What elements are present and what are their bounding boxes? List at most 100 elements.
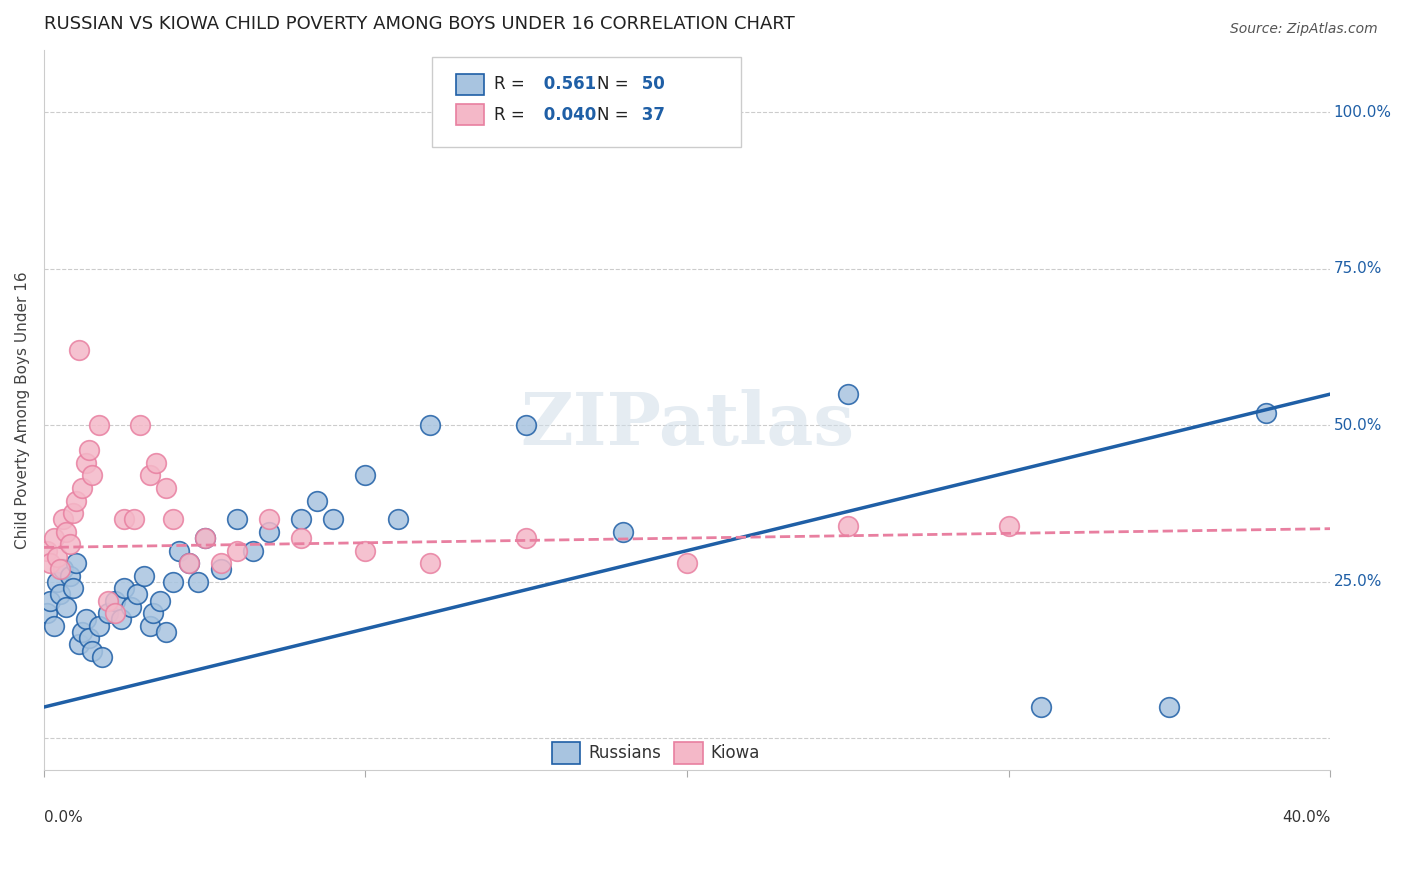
Point (837, 387, 859, 401)
Point (104, 606, 127, 620)
Point (225, 543, 247, 558)
Point (167, 543, 190, 558)
Point (997, 518, 1019, 533)
Point (90, 650, 112, 665)
Point (612, 524, 634, 539)
Point (97, 593, 120, 607)
Point (676, 556, 699, 570)
Point (354, 468, 377, 483)
Text: 50: 50 (636, 76, 665, 94)
Point (39, 593, 62, 607)
Y-axis label: Child Poverty Among Boys Under 16: Child Poverty Among Boys Under 16 (15, 271, 30, 549)
Point (419, 418, 441, 433)
Point (49, 587, 72, 601)
Point (419, 556, 441, 570)
FancyBboxPatch shape (675, 742, 703, 764)
Point (122, 512, 145, 526)
Point (45, 574, 67, 589)
Point (242, 543, 264, 558)
Point (87, 418, 110, 433)
Point (110, 612, 132, 626)
Point (65, 493, 87, 508)
Point (162, 512, 184, 526)
Text: R =: R = (494, 76, 524, 94)
Point (155, 481, 177, 495)
Point (155, 624, 177, 639)
Point (1029, 700, 1052, 714)
Point (52, 512, 75, 526)
Point (67, 343, 90, 358)
Text: R =: R = (494, 105, 524, 124)
Text: Source: ZipAtlas.com: Source: ZipAtlas.com (1230, 22, 1378, 37)
Point (59, 568, 82, 582)
Point (177, 556, 200, 570)
Point (42, 618, 65, 632)
Point (87, 618, 110, 632)
FancyBboxPatch shape (553, 742, 581, 764)
Text: 0.040: 0.040 (538, 105, 596, 124)
Text: RUSSIAN VS KIOWA CHILD POVERTY AMONG BOYS UNDER 16 CORRELATION CHART: RUSSIAN VS KIOWA CHILD POVERTY AMONG BOY… (44, 15, 794, 33)
Point (139, 618, 162, 632)
Text: ZIPatlas: ZIPatlas (520, 389, 853, 459)
Point (82, 644, 104, 658)
Point (676, 105, 699, 120)
Point (72, 624, 94, 639)
Point (515, 418, 537, 433)
Point (515, 531, 537, 545)
Point (112, 512, 135, 526)
Point (162, 574, 184, 589)
Point (45, 549, 67, 564)
Point (1254, 406, 1277, 420)
Point (387, 512, 409, 526)
Text: 0.561: 0.561 (538, 76, 596, 94)
Point (1159, 700, 1181, 714)
FancyBboxPatch shape (433, 57, 741, 147)
Point (322, 512, 344, 526)
Point (112, 581, 135, 595)
Text: 50.0%: 50.0% (1333, 417, 1382, 433)
FancyBboxPatch shape (456, 73, 484, 95)
Point (39, 556, 62, 570)
Point (139, 468, 162, 483)
Point (55, 599, 77, 614)
Point (65, 556, 87, 570)
Point (104, 593, 127, 607)
Text: Kiowa: Kiowa (710, 744, 759, 762)
Point (142, 606, 165, 620)
Point (129, 418, 152, 433)
Point (62, 506, 84, 520)
Point (75, 612, 97, 626)
FancyBboxPatch shape (456, 103, 484, 126)
Point (52, 562, 75, 576)
Point (209, 562, 232, 576)
Point (187, 574, 209, 589)
Point (127, 587, 149, 601)
Point (55, 524, 77, 539)
Point (354, 543, 377, 558)
Point (120, 599, 142, 614)
Point (177, 556, 200, 570)
Point (37, 606, 59, 620)
Text: 0.0%: 0.0% (44, 810, 83, 825)
Point (194, 531, 217, 545)
Point (290, 531, 312, 545)
Point (149, 593, 172, 607)
Point (290, 512, 312, 526)
Point (75, 456, 97, 470)
Point (82, 468, 104, 483)
Point (62, 581, 84, 595)
Point (257, 524, 280, 539)
Point (37, 543, 59, 558)
Point (145, 456, 167, 470)
Text: 100.0%: 100.0% (1333, 105, 1392, 120)
Point (49, 562, 72, 576)
Point (257, 512, 280, 526)
Text: 40.0%: 40.0% (1282, 810, 1330, 825)
Point (72, 481, 94, 495)
Point (209, 556, 232, 570)
Point (67, 638, 90, 652)
Text: N =: N = (598, 105, 628, 124)
Text: 25.0%: 25.0% (1333, 574, 1382, 590)
Point (837, 518, 859, 533)
Point (42, 531, 65, 545)
